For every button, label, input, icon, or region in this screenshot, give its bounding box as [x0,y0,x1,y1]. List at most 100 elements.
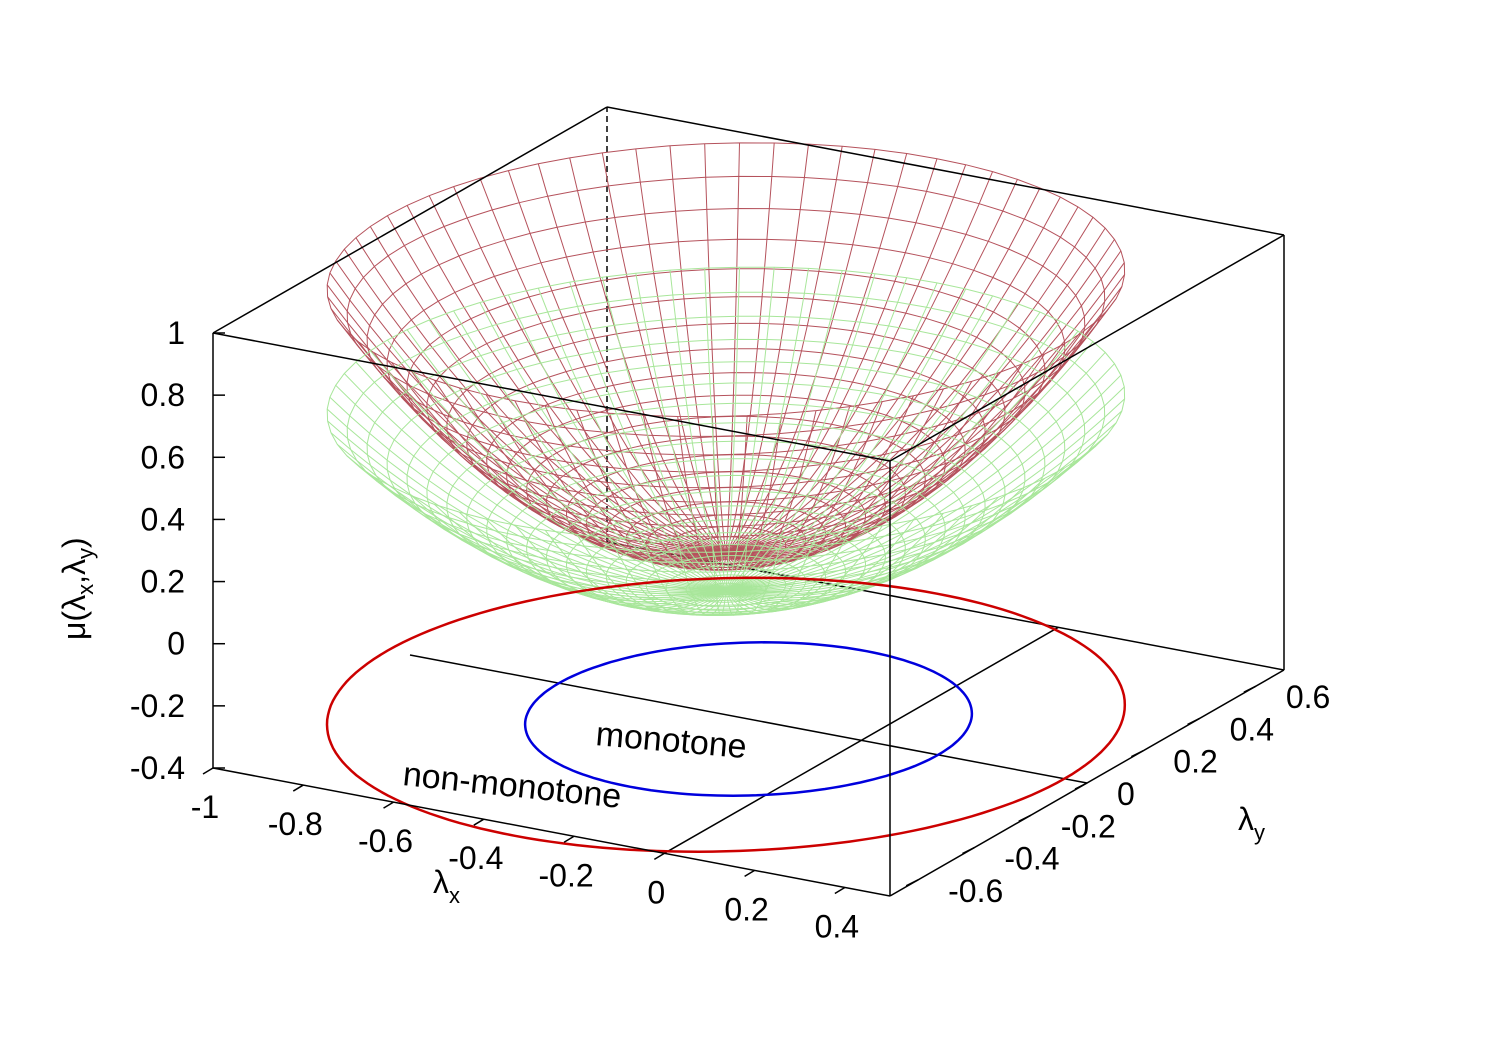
x-axis-label: λx [433,864,460,908]
base-line-x0 [663,626,1059,854]
surface-0-spoke [391,362,726,560]
contour-non-monotone [325,576,1127,853]
surface-1-spoke [369,350,726,591]
surface-1-spoke [725,311,1041,591]
base-line-y0 [409,654,1088,784]
surface-1-spoke [458,511,727,607]
y-tick-mark [1243,685,1257,693]
x-tick-mark [744,869,755,878]
y-tick-mark [1130,750,1144,758]
surface-0-spoke [537,163,727,554]
surface-1 [326,266,1126,617]
x-tick-mark [473,818,485,826]
y-tick-label: 0.4 [1230,711,1274,747]
surface-meshes [326,142,1126,617]
surface-1-spoke [725,374,1122,591]
surface-1-spoke [544,529,727,613]
box-edge-top-right [889,234,1285,462]
surface-1-spoke [406,329,727,591]
surface-0-spoke [704,143,727,554]
surface-0-spoke [725,171,994,554]
surface-0-spoke [406,205,727,554]
box-edge-top-back [606,106,1285,236]
surface-0-spoke [635,148,727,554]
surface-0-spoke [725,286,1123,554]
surface-1-spoke [601,277,727,591]
surface-0-spoke [725,353,1046,559]
surface-1-spoke [725,496,999,603]
surface-1-spoke [479,302,727,591]
surface-1-spoke [725,525,883,611]
box-front-edges [212,106,1285,897]
y-tick-mark [1187,717,1200,726]
y-tick-label: -0.2 [1061,808,1116,844]
surface-0-spoke [453,186,727,554]
surface-0-ring [326,142,1126,418]
surface-1-spoke [725,477,1046,599]
surface-0-ring [446,322,1006,516]
x-tick-mark [292,784,304,792]
surface-1-spoke [725,398,1125,591]
surface-1-spoke [669,270,727,591]
surface-0-spoke [725,196,1061,554]
y-tick-mark [962,846,975,855]
surface-1-spoke [725,330,1079,591]
surface-1-spoke [725,537,783,616]
surface-0-spoke [725,142,775,554]
surface-1-spoke [725,487,1023,601]
x-tick-mark [834,886,846,895]
x-tick-mark [202,767,214,775]
y-tick-label: 0 [1117,776,1135,812]
x-tick-mark [383,801,394,809]
surface-1-spoke [537,287,727,591]
surface-1-spoke [725,282,938,591]
surface-1-spoke [326,408,726,591]
surface-0-spoke [569,157,727,554]
box-edge-base-front [212,767,891,897]
y-tick-label: 0.2 [1173,744,1217,780]
surface-0-spoke [725,239,1115,554]
y-tick-mark [1018,814,1032,822]
z-tick-label: 0.2 [141,564,185,600]
surface-1-spoke [725,352,1106,591]
z-tick-label: 0.8 [141,377,185,413]
annotation-monotone: monotone [594,715,748,766]
surface-1-spoke [704,268,727,591]
surface-1-spoke [327,420,726,592]
surface-1-spoke [725,534,817,614]
surface-1-spoke [725,268,809,591]
y-tick-label: -0.6 [948,873,1003,909]
surface-0-spoke [725,206,1079,554]
y-tick-mark [1074,782,1088,790]
surface-1-spoke [514,524,727,611]
x-tick-label: -0.6 [358,823,413,859]
surface-1-spoke [725,267,775,591]
x-tick-label: -0.8 [268,806,323,842]
surface-1-spoke [725,321,1061,591]
surface-1-spoke [725,341,1094,591]
surface-0-spoke [725,153,908,554]
surface-0-spoke [725,332,1082,557]
box-edge-base-back [606,541,1285,671]
surface-0-spoke [725,321,1097,556]
axis-ticks: -0.4-0.200.20.40.60.81-1 -0.8 -0.6 -0.4 -0.2… [130,315,1330,944]
surface-0-spoke [725,401,883,568]
surface-0-spoke [507,170,727,554]
surface-1-spoke [711,540,727,617]
surface-1-spoke [725,539,748,616]
surface-0-ring [346,175,1106,437]
x-tick-label: 0 [647,874,665,910]
surface-1-spoke [387,339,727,591]
surface-0-spoke [601,152,727,554]
surface-0-spoke [369,226,726,554]
z-tick-label: 0.6 [141,439,185,475]
surface-1-spoke [428,319,727,591]
surface-1-spoke [725,303,1018,591]
base-contours [325,576,1127,853]
x-tick-label: -0.2 [538,857,593,893]
x-tick-mark [653,852,665,860]
surface-1-spoke [725,277,908,591]
z-tick-label: 0 [167,626,185,662]
surface-0-spoke [725,164,967,554]
surface-1-spoke [725,288,967,591]
